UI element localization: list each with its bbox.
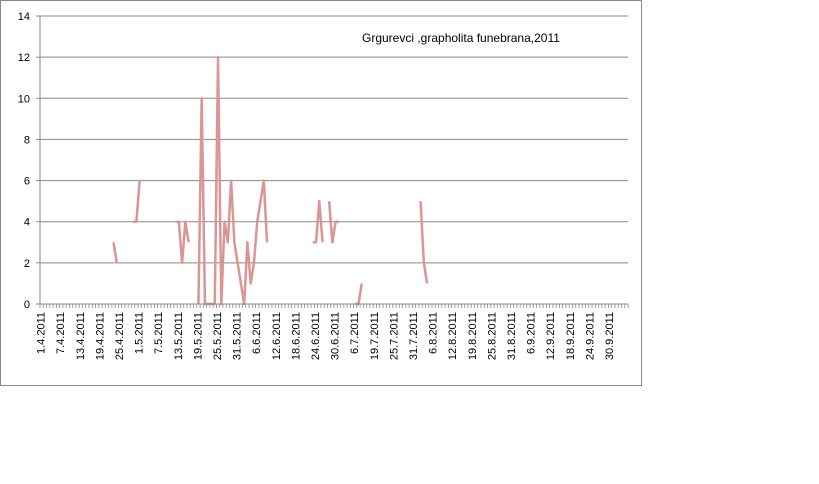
series-line [112,242,119,264]
x-tick-label: 7.4.2011 [55,312,67,354]
series-line [133,180,141,223]
x-tick-label: 7.5.2011 [153,312,165,354]
x-tick-label: 25.5.2011 [212,312,224,360]
x-tick-label: 12.6.2011 [271,312,283,360]
x-tick-label: 31.8.2011 [506,312,518,360]
y-tick-label: 14 [18,11,30,23]
x-tick-label: 31.5.2011 [232,312,244,360]
x-tick-label: 6.8.2011 [428,312,440,354]
y-tick-label: 0 [24,299,30,311]
x-tick-label: 6.9.2011 [526,312,538,354]
x-tick-label: 30.9.2011 [604,312,616,360]
x-tick-label: 13.5.2011 [173,312,185,360]
x-tick-label: 25.4.2011 [114,312,126,360]
series-line [419,201,429,284]
chart-title: Grgurevci ,grapholita funebrana,2011 [362,31,560,45]
x-tick-label: 1.4.2011 [36,312,48,354]
y-tick-label: 6 [24,176,30,188]
x-tick-label: 19.8.2011 [467,312,479,360]
x-tick-label: 24.9.2011 [584,312,596,360]
x-tick-label: 13.4.2011 [75,312,87,360]
y-tick-label: 12 [18,52,30,64]
y-tick-label: 10 [18,93,30,105]
y-tick-label: 2 [24,258,30,270]
x-tick-label: 31.7.2011 [408,312,420,360]
y-tick-label: 4 [24,217,30,229]
y-tick-label: 8 [24,134,30,146]
series-line [327,201,339,244]
chart-border [0,0,642,386]
x-tick-label: 25.8.2011 [486,312,498,360]
x-tick-label: 18.6.2011 [290,312,302,360]
series-line [175,220,190,265]
x-tick-label: 19.5.2011 [192,312,204,360]
x-tick-label: 25.7.2011 [388,312,400,360]
x-tick-label: 12.9.2011 [545,312,557,360]
x-tick-label: 1.5.2011 [134,312,146,354]
x-tick-label: 30.6.2011 [330,312,342,360]
x-tick-label: 19.4.2011 [94,312,106,360]
x-tick-label: 18.9.2011 [565,312,577,360]
series-line [312,199,324,244]
x-tick-label: 19.7.2011 [369,312,381,360]
x-tick-label: 6.7.2011 [349,312,361,354]
x-tick-label: 24.6.2011 [310,312,322,360]
x-tick-label: 6.6.2011 [251,312,263,354]
x-tick-label: 12.8.2011 [447,312,459,360]
